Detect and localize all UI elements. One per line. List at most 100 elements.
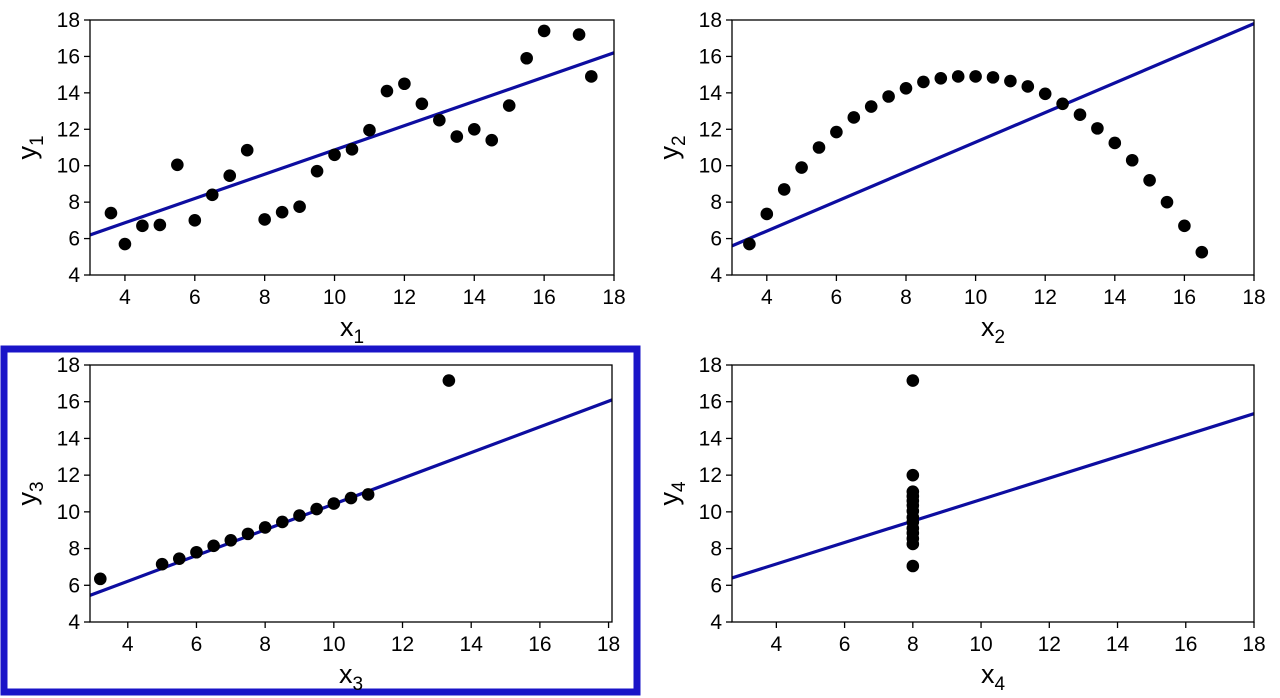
x-tick-label: 10 xyxy=(323,286,346,309)
x-tick-label: 18 xyxy=(1242,286,1265,309)
y-tick-label: 12 xyxy=(699,118,722,141)
data-point xyxy=(223,169,237,183)
y-tick-label: 8 xyxy=(68,538,80,561)
x-axis-label-main: x xyxy=(339,659,353,689)
y-tick-label: 8 xyxy=(710,538,722,561)
data-point xyxy=(1021,80,1035,93)
x-tick-label: 12 xyxy=(393,286,416,309)
x-tick-label: 14 xyxy=(1103,286,1127,309)
fit-line xyxy=(732,22,1254,248)
x-tick-label: 18 xyxy=(1242,633,1265,656)
data-point xyxy=(241,527,255,541)
y-tick-label: 10 xyxy=(57,155,80,178)
data-point xyxy=(1108,136,1122,150)
data-point xyxy=(172,552,186,565)
data-point xyxy=(760,207,774,221)
y-axis-label-main: y xyxy=(654,146,684,160)
x-tick-label: 14 xyxy=(463,286,487,309)
x-tick-label: 16 xyxy=(1173,286,1196,309)
y-tick-label: 12 xyxy=(699,464,722,487)
x-tick-label: 16 xyxy=(528,633,551,656)
y-tick-label: 18 xyxy=(57,354,80,377)
y-axis-label-subscript: 3 xyxy=(27,481,48,492)
y-axis-label: y2 xyxy=(654,135,690,159)
data-point xyxy=(293,200,306,213)
data-point xyxy=(520,51,533,65)
y-axis-label-subscript: 2 xyxy=(669,135,690,146)
y-tick-label: 4 xyxy=(68,611,80,634)
x-tick-label: 8 xyxy=(259,633,271,656)
x-tick-label: 4 xyxy=(119,286,131,309)
y-tick-label: 4 xyxy=(68,264,80,287)
y-axis-label-subscript: 4 xyxy=(669,481,690,492)
y-tick-label: 16 xyxy=(699,391,722,414)
x-tick-label: 8 xyxy=(259,286,271,309)
x-tick-label: 16 xyxy=(1174,633,1197,656)
x-tick-label: 4 xyxy=(771,633,783,656)
data-point xyxy=(293,509,306,522)
x-tick-label: 4 xyxy=(761,286,773,309)
data-point xyxy=(153,218,167,232)
data-point xyxy=(363,123,376,137)
x-axis-label: x2 xyxy=(981,312,1005,348)
y-axis-label: y1 xyxy=(12,135,48,159)
data-point xyxy=(310,502,323,516)
data-point xyxy=(795,161,808,174)
y-axis-label-subscript: 1 xyxy=(27,135,48,146)
x-tick-label: 14 xyxy=(460,633,484,656)
y-tick-label: 14 xyxy=(57,427,81,450)
x-axis-label-subscript: 2 xyxy=(994,327,1005,348)
data-point xyxy=(188,214,202,227)
data-point xyxy=(442,374,456,387)
y-tick-label: 16 xyxy=(699,45,722,68)
y-tick-label: 10 xyxy=(699,501,722,524)
data-point xyxy=(328,148,341,162)
x-tick-label: 10 xyxy=(964,286,987,309)
data-point xyxy=(467,122,481,136)
y-axis-label-main: y xyxy=(654,492,684,506)
x-tick-label: 6 xyxy=(839,633,851,656)
data-point xyxy=(450,130,464,143)
data-point xyxy=(258,521,272,534)
x-tick-label: 16 xyxy=(532,286,555,309)
data-point xyxy=(345,143,359,156)
y-tick-label: 18 xyxy=(699,9,722,32)
data-point xyxy=(155,557,169,571)
data-point xyxy=(1143,173,1156,187)
data-point xyxy=(1091,122,1104,135)
y-tick-label: 12 xyxy=(57,118,80,141)
y-tick-label: 6 xyxy=(710,574,722,597)
x-axis-label: x3 xyxy=(339,659,363,695)
fit-line xyxy=(732,412,1254,580)
data-point xyxy=(344,491,358,505)
x-tick-label: 6 xyxy=(189,286,201,309)
x-tick-label: 8 xyxy=(900,286,912,309)
data-point xyxy=(1004,74,1017,88)
data-point xyxy=(94,572,107,586)
x-tick-label: 12 xyxy=(1034,286,1057,309)
data-point xyxy=(1056,97,1069,111)
x-axis-label: x4 xyxy=(981,659,1006,695)
data-point xyxy=(951,70,965,83)
x-tick-label: 18 xyxy=(602,286,625,309)
y-axis-label: y4 xyxy=(654,481,690,506)
data-point xyxy=(1160,195,1174,209)
axes-frame xyxy=(731,364,1255,623)
data-point xyxy=(934,71,948,85)
y-tick-label: 14 xyxy=(57,82,81,105)
data-point xyxy=(986,71,1000,84)
data-point xyxy=(310,164,324,178)
data-point xyxy=(136,219,149,233)
axes-frame xyxy=(89,364,613,623)
x-axis-label-main: x xyxy=(981,659,995,689)
data-point xyxy=(906,374,920,387)
highlight-frame xyxy=(0,345,641,696)
data-point xyxy=(240,143,254,157)
data-point xyxy=(812,141,826,154)
data-point xyxy=(118,237,132,251)
x-axis-label-subscript: 3 xyxy=(352,674,363,695)
data-point xyxy=(882,90,895,103)
